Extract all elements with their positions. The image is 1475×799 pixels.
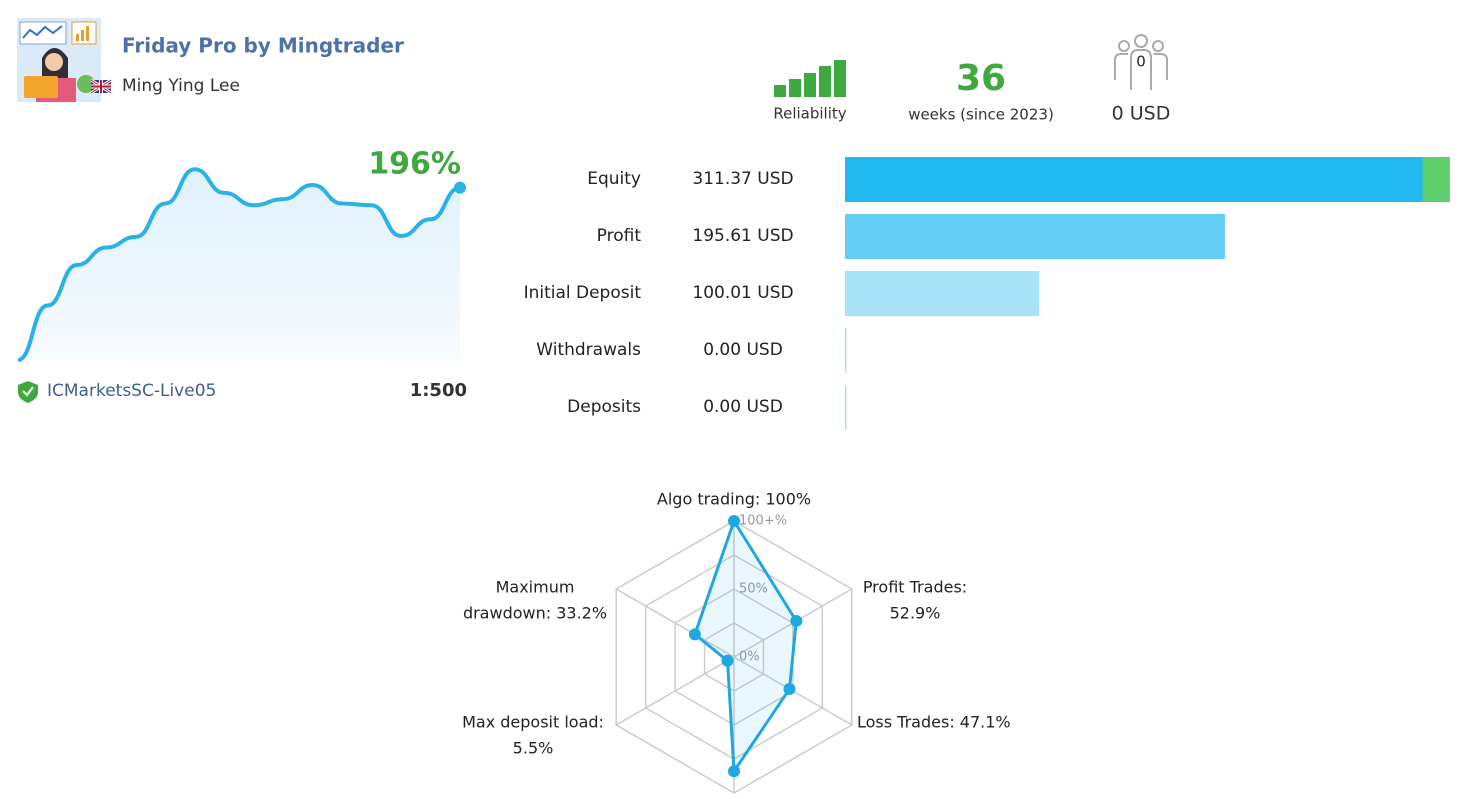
radar-label: 5.5% <box>513 739 554 758</box>
bar-value: 311.37 USD <box>692 169 793 189</box>
author[interactable]: Ming Ying Lee <box>122 76 240 96</box>
radar-point <box>688 628 701 641</box>
subscribers: 0 <box>1136 53 1146 71</box>
r-tick-label: 100+% <box>739 514 787 529</box>
bar-label: Equity <box>587 169 641 189</box>
bar <box>845 271 1040 316</box>
radar-point <box>728 515 740 527</box>
leverage: 1:500 <box>410 380 467 401</box>
bar <box>845 328 847 373</box>
radar-label: drawdown: 33.2% <box>463 604 607 623</box>
avatar <box>17 18 101 102</box>
broker[interactable]: ICMarketsSC-Live05 <box>47 381 216 401</box>
bar-label: Profit <box>597 226 642 246</box>
shield-icon <box>18 381 38 403</box>
subscribers-funds: 0 USD <box>1112 103 1171 125</box>
bar-label: Withdrawals <box>536 340 641 360</box>
radar-label: Algo trading: 100% <box>657 490 811 509</box>
bar-label: Initial Deposit <box>524 283 642 303</box>
radar-label: Profit Trades: <box>863 578 967 597</box>
bar <box>845 157 1450 202</box>
bar-value: 0.00 USD <box>703 397 783 417</box>
bar <box>845 385 847 430</box>
bar-gain <box>1422 157 1450 202</box>
weeks: 36 <box>956 58 1006 99</box>
radar-label: Maximum <box>496 578 575 597</box>
growth-line <box>17 167 461 362</box>
radar-point <box>721 654 734 667</box>
bar-value: 0.00 USD <box>703 340 783 360</box>
r-tick-label: 0% <box>739 650 760 665</box>
bar <box>845 214 1225 259</box>
flag <box>90 78 112 95</box>
radar-point <box>783 683 796 696</box>
subscribers-icon <box>1114 34 1168 90</box>
growth-label: 196% <box>368 147 461 182</box>
bar-value: 195.61 USD <box>692 226 793 246</box>
axis-spoke <box>615 656 735 726</box>
radar-area <box>693 517 798 776</box>
title[interactable]: Friday Pro by Mingtrader <box>122 34 404 58</box>
r-tick-label: 50% <box>739 582 768 597</box>
axis-spoke <box>615 588 735 658</box>
bar-value: 100.01 USD <box>692 283 793 303</box>
radar-point <box>728 765 740 778</box>
reliability-icon <box>774 60 846 97</box>
radar-point <box>790 615 803 628</box>
growth-area <box>18 169 460 360</box>
reliability-label: Reliability <box>773 105 846 123</box>
weeks-label: weeks (since 2023) <box>908 106 1054 124</box>
radar-label: Loss Trades: 47.1% <box>857 713 1011 732</box>
radar-label: 52.9% <box>890 604 941 623</box>
bar-label: Deposits <box>567 397 641 417</box>
radar-label: Max deposit load: <box>462 713 604 732</box>
growth-end-dot <box>454 181 466 194</box>
